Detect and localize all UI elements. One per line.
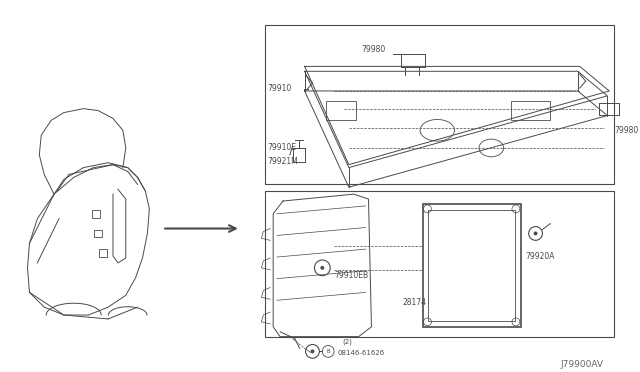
Bar: [511, 101, 550, 121]
Circle shape: [306, 344, 319, 358]
Text: 79980: 79980: [614, 126, 639, 135]
Bar: [99, 249, 107, 257]
Circle shape: [321, 266, 324, 270]
Circle shape: [529, 227, 543, 240]
Text: 08146-61626: 08146-61626: [337, 350, 384, 356]
Text: 79910E: 79910E: [268, 144, 296, 153]
Text: 79980: 79980: [362, 45, 386, 54]
Text: 79921M: 79921M: [268, 157, 298, 166]
Text: 28174: 28174: [403, 298, 427, 307]
Circle shape: [534, 231, 538, 235]
Bar: [92, 210, 100, 218]
Bar: [266, 191, 614, 337]
Bar: [428, 210, 515, 321]
Circle shape: [314, 260, 330, 276]
Bar: [94, 230, 102, 237]
Circle shape: [310, 349, 314, 353]
Text: 79910EB: 79910EB: [334, 271, 368, 280]
Text: B: B: [326, 349, 330, 354]
Bar: [266, 25, 614, 184]
Bar: [422, 204, 521, 327]
Text: J79900AV: J79900AV: [560, 360, 603, 369]
Text: 79910: 79910: [268, 84, 292, 93]
Text: 79920A: 79920A: [525, 251, 556, 260]
Bar: [326, 101, 356, 121]
Text: (2): (2): [342, 338, 352, 345]
